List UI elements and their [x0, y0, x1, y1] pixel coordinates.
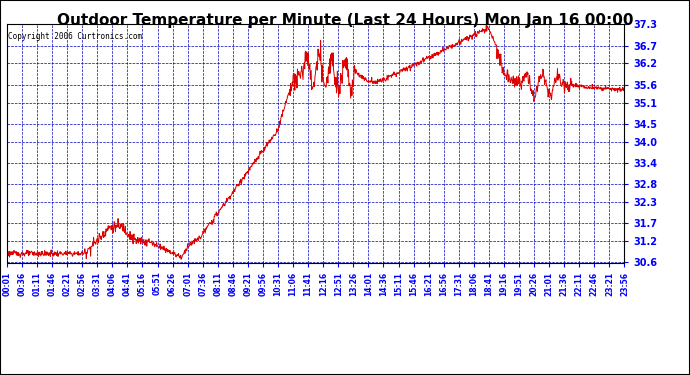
Text: Outdoor Temperature per Minute (Last 24 Hours) Mon Jan 16 00:00: Outdoor Temperature per Minute (Last 24 … — [57, 13, 633, 28]
Text: Copyright 2006 Curtronics.com: Copyright 2006 Curtronics.com — [8, 32, 142, 40]
